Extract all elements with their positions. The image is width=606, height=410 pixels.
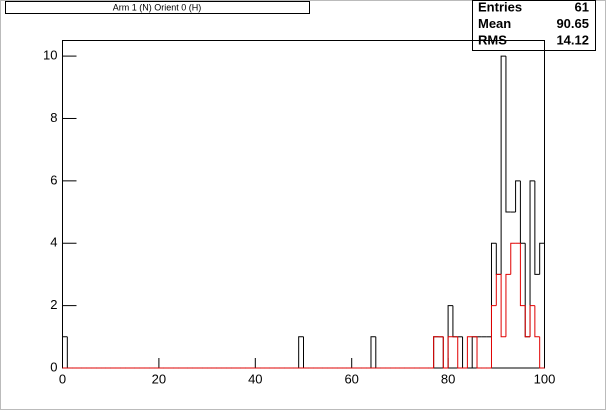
y-tick-label: 2 (50, 297, 57, 312)
histogram-bin (529, 180, 535, 337)
stat-value: 90.65 (556, 16, 589, 31)
y-tick-label: 0 (50, 359, 57, 374)
histogram-bin (534, 180, 540, 275)
y-tick-label: 8 (50, 110, 57, 125)
y-tick-label: 6 (50, 172, 57, 187)
histogram-bin (505, 273, 511, 337)
histogram-bin (447, 336, 453, 368)
y-tick-label: 10 (43, 48, 57, 63)
histogram-bin (500, 55, 506, 275)
histogram-bin (298, 336, 304, 368)
y-tick-label: 4 (50, 235, 57, 250)
histogram-bin (370, 336, 376, 368)
histogram-bin (534, 305, 540, 338)
histogram-bin (539, 336, 545, 369)
title-box (5, 1, 310, 14)
histogram-bin (62, 336, 68, 368)
histogram-bin (490, 305, 497, 368)
stats-box (472, 0, 596, 51)
x-tick-label: 60 (344, 371, 358, 386)
histogram-bin (505, 56, 511, 213)
histogram-bin (433, 336, 439, 368)
stat-label: Entries (478, 0, 522, 14)
histogram-bin (515, 180, 521, 213)
histogram-bin (519, 243, 526, 307)
x-tick-label: 0 (59, 371, 66, 386)
stat-label: RMS (478, 32, 507, 47)
histogram-bin (457, 336, 463, 369)
histogram-bin (539, 242, 545, 368)
stat-label: Mean (478, 16, 511, 31)
histogram-bin (529, 305, 535, 337)
histogram-bin (466, 336, 473, 368)
histogram-bin (495, 273, 502, 306)
histogram-bin (510, 242, 516, 275)
stat-value: 14.12 (556, 32, 589, 47)
chart-title: Arm 1 (N) Orient 0 (H) (113, 2, 202, 12)
histogram-bin (442, 336, 449, 369)
histogram-bin (500, 274, 506, 338)
stat-value: 61 (575, 0, 589, 14)
x-tick-label: 100 (534, 371, 556, 386)
x-tick-label: 80 (441, 371, 455, 386)
histogram-bin (524, 305, 531, 338)
x-tick-label: 40 (248, 371, 262, 386)
x-tick-label: 20 (152, 371, 166, 386)
histogram-bin (476, 336, 482, 369)
